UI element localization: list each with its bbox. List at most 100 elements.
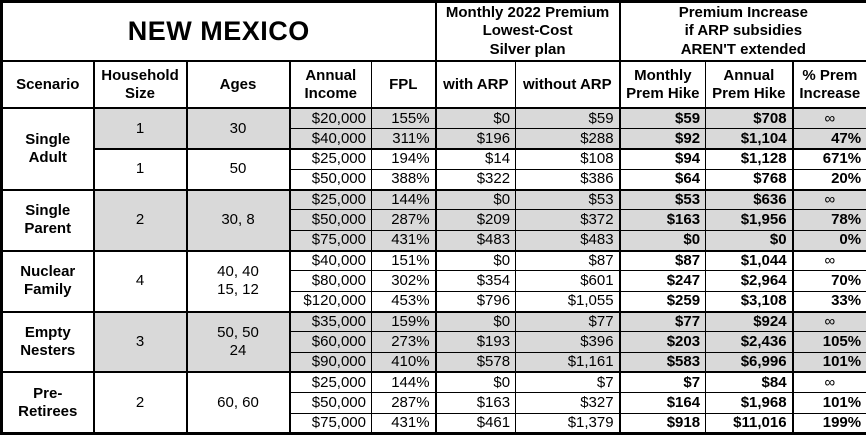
cell-with-arp: $322	[434, 168, 517, 191]
increase-group-header: Premium Increase if ARP subsidies AREN'T…	[618, 1, 866, 63]
cell-without-arp: $1,379	[515, 412, 621, 435]
cell-monthly-prem-hike: $163	[618, 209, 707, 231]
column-header-with-arp: with ARP	[434, 60, 517, 110]
cell-without-arp: $327	[515, 392, 621, 414]
cell-with-arp: $461	[434, 412, 517, 435]
cell-monthly-prem-hike: $64	[618, 168, 707, 191]
cell-annual-income: $80,000	[288, 270, 372, 292]
cell-with-arp: $163	[434, 392, 517, 414]
cell-scenario: Pre- Retirees	[1, 371, 94, 435]
cell-fpl: 155%	[370, 107, 437, 130]
cell-with-arp: $578	[434, 351, 517, 373]
cell-household-size: 3	[92, 310, 187, 373]
cell-annual-prem-hike: $2,964	[705, 270, 794, 292]
table-row: $50,000 287% $163 $327 $164 $1,968 101%	[2, 392, 866, 414]
cell-ages: 40, 40 15, 12	[185, 249, 290, 312]
cell-monthly-prem-hike: $87	[618, 249, 707, 272]
cell-household-size: 1	[92, 147, 187, 191]
cell-without-arp: $396	[515, 331, 621, 353]
cell-with-arp: $0	[434, 107, 517, 130]
cell-monthly-prem-hike: $7	[618, 371, 707, 394]
cell-monthly-prem-hike: $94	[618, 147, 707, 170]
cell-annual-prem-hike: $1,044	[705, 249, 794, 272]
cell-monthly-prem-hike: $583	[618, 351, 707, 373]
cell-annual-prem-hike: $1,968	[705, 392, 794, 414]
cell-fpl: 194%	[370, 147, 437, 170]
cell-without-arp: $87	[515, 249, 621, 272]
cell-annual-prem-hike: $84	[705, 371, 794, 394]
cell-monthly-prem-hike: $59	[618, 107, 707, 130]
cell-with-arp: $0	[434, 188, 517, 211]
cell-annual-income: $25,000	[288, 188, 372, 211]
cell-annual-income: $25,000	[288, 147, 372, 170]
cell-fpl: 144%	[370, 371, 437, 394]
cell-pct-prem-increase: ∞	[791, 107, 866, 130]
table-row: Empty Nesters 3 50, 50 24 $35,000 159% $…	[1, 310, 866, 373]
cell-ages: 50	[185, 147, 290, 191]
cell-pct-prem-increase: 101%	[791, 351, 866, 373]
cell-annual-prem-hike: $6,996	[705, 351, 794, 373]
column-header-fpl: FPL	[370, 60, 437, 110]
table-row: $40,000 311% $196 $288 $92 $1,104 47%	[2, 128, 866, 150]
cell-pct-prem-increase: 671%	[791, 147, 866, 170]
cell-without-arp: $53	[515, 188, 621, 211]
cell-monthly-prem-hike: $0	[618, 229, 707, 252]
cell-annual-prem-hike: $0	[705, 229, 794, 252]
cell-annual-prem-hike: $11,016	[705, 412, 794, 435]
cell-annual-prem-hike: $1,104	[705, 128, 794, 150]
cell-ages: 50, 50 24	[185, 310, 290, 373]
cell-without-arp: $59	[515, 107, 621, 130]
cell-household-size: 1	[92, 107, 187, 150]
cell-monthly-prem-hike: $92	[618, 128, 707, 150]
cell-with-arp: $193	[434, 331, 517, 353]
cell-annual-prem-hike: $768	[705, 168, 794, 191]
table-row: $80,000 302% $354 $601 $247 $2,964 70%	[2, 270, 866, 292]
cell-annual-prem-hike: $3,108	[705, 290, 794, 313]
cell-fpl: 159%	[370, 310, 437, 333]
cell-annual-income: $35,000	[288, 310, 372, 333]
cell-ages: 30	[185, 107, 290, 150]
cell-fpl: 151%	[370, 249, 437, 272]
cell-with-arp: $14	[434, 147, 517, 170]
cell-annual-prem-hike: $1,128	[705, 147, 794, 170]
table-row: Single Adult 1 30 $20,000 155% $0 $59 $5…	[1, 107, 866, 191]
cell-with-arp: $796	[434, 290, 517, 313]
cell-annual-income: $50,000	[288, 392, 372, 414]
column-header-without-arp: without ARP	[515, 60, 621, 110]
cell-scenario: Single Parent	[1, 188, 94, 252]
cell-without-arp: $601	[515, 270, 621, 292]
page-title: NEW MEXICO	[0, 1, 437, 63]
cell-pct-prem-increase: 105%	[791, 331, 866, 353]
cell-annual-income: $20,000	[288, 107, 372, 130]
cell-pct-prem-increase: ∞	[791, 249, 866, 272]
cell-without-arp: $1,055	[515, 290, 621, 313]
cell-annual-income: $60,000	[288, 331, 372, 353]
cell-ages: 30, 8	[185, 188, 290, 252]
cell-pct-prem-increase: ∞	[791, 371, 866, 394]
cell-with-arp: $209	[434, 209, 517, 231]
cell-pct-prem-increase: ∞	[791, 310, 866, 333]
column-header-row: Scenario Household Size Ages Annual Inco…	[1, 60, 866, 110]
table-row: $90,000 410% $578 $1,161 $583 $6,996 101…	[2, 351, 866, 373]
cell-fpl: 388%	[370, 168, 437, 191]
cell-with-arp: $0	[434, 371, 517, 394]
cell-annual-prem-hike: $636	[705, 188, 794, 211]
table-row: Nuclear Family 4 40, 40 15, 12 $40,000 1…	[1, 249, 866, 312]
table-row: Pre- Retirees 2 60, 60 $25,000 144% $0 $…	[1, 371, 866, 435]
cell-fpl: 431%	[370, 412, 437, 435]
cell-fpl: 273%	[370, 331, 437, 353]
cell-pct-prem-increase: 101%	[791, 392, 866, 414]
cell-pct-prem-increase: 33%	[791, 290, 866, 313]
table-row: $75,000 431% $461 $1,379 $918 $11,016 19…	[2, 412, 866, 435]
cell-with-arp: $0	[434, 310, 517, 333]
cell-annual-prem-hike: $1,956	[705, 209, 794, 231]
column-header-household-size: Household Size	[92, 60, 187, 110]
cell-household-size: 4	[92, 249, 187, 312]
table-row: $60,000 273% $193 $396 $203 $2,436 105%	[2, 331, 866, 353]
cell-annual-prem-hike: $708	[705, 107, 794, 130]
cell-fpl: 410%	[370, 351, 437, 373]
cell-annual-prem-hike: $2,436	[705, 331, 794, 353]
cell-monthly-prem-hike: $77	[618, 310, 707, 333]
